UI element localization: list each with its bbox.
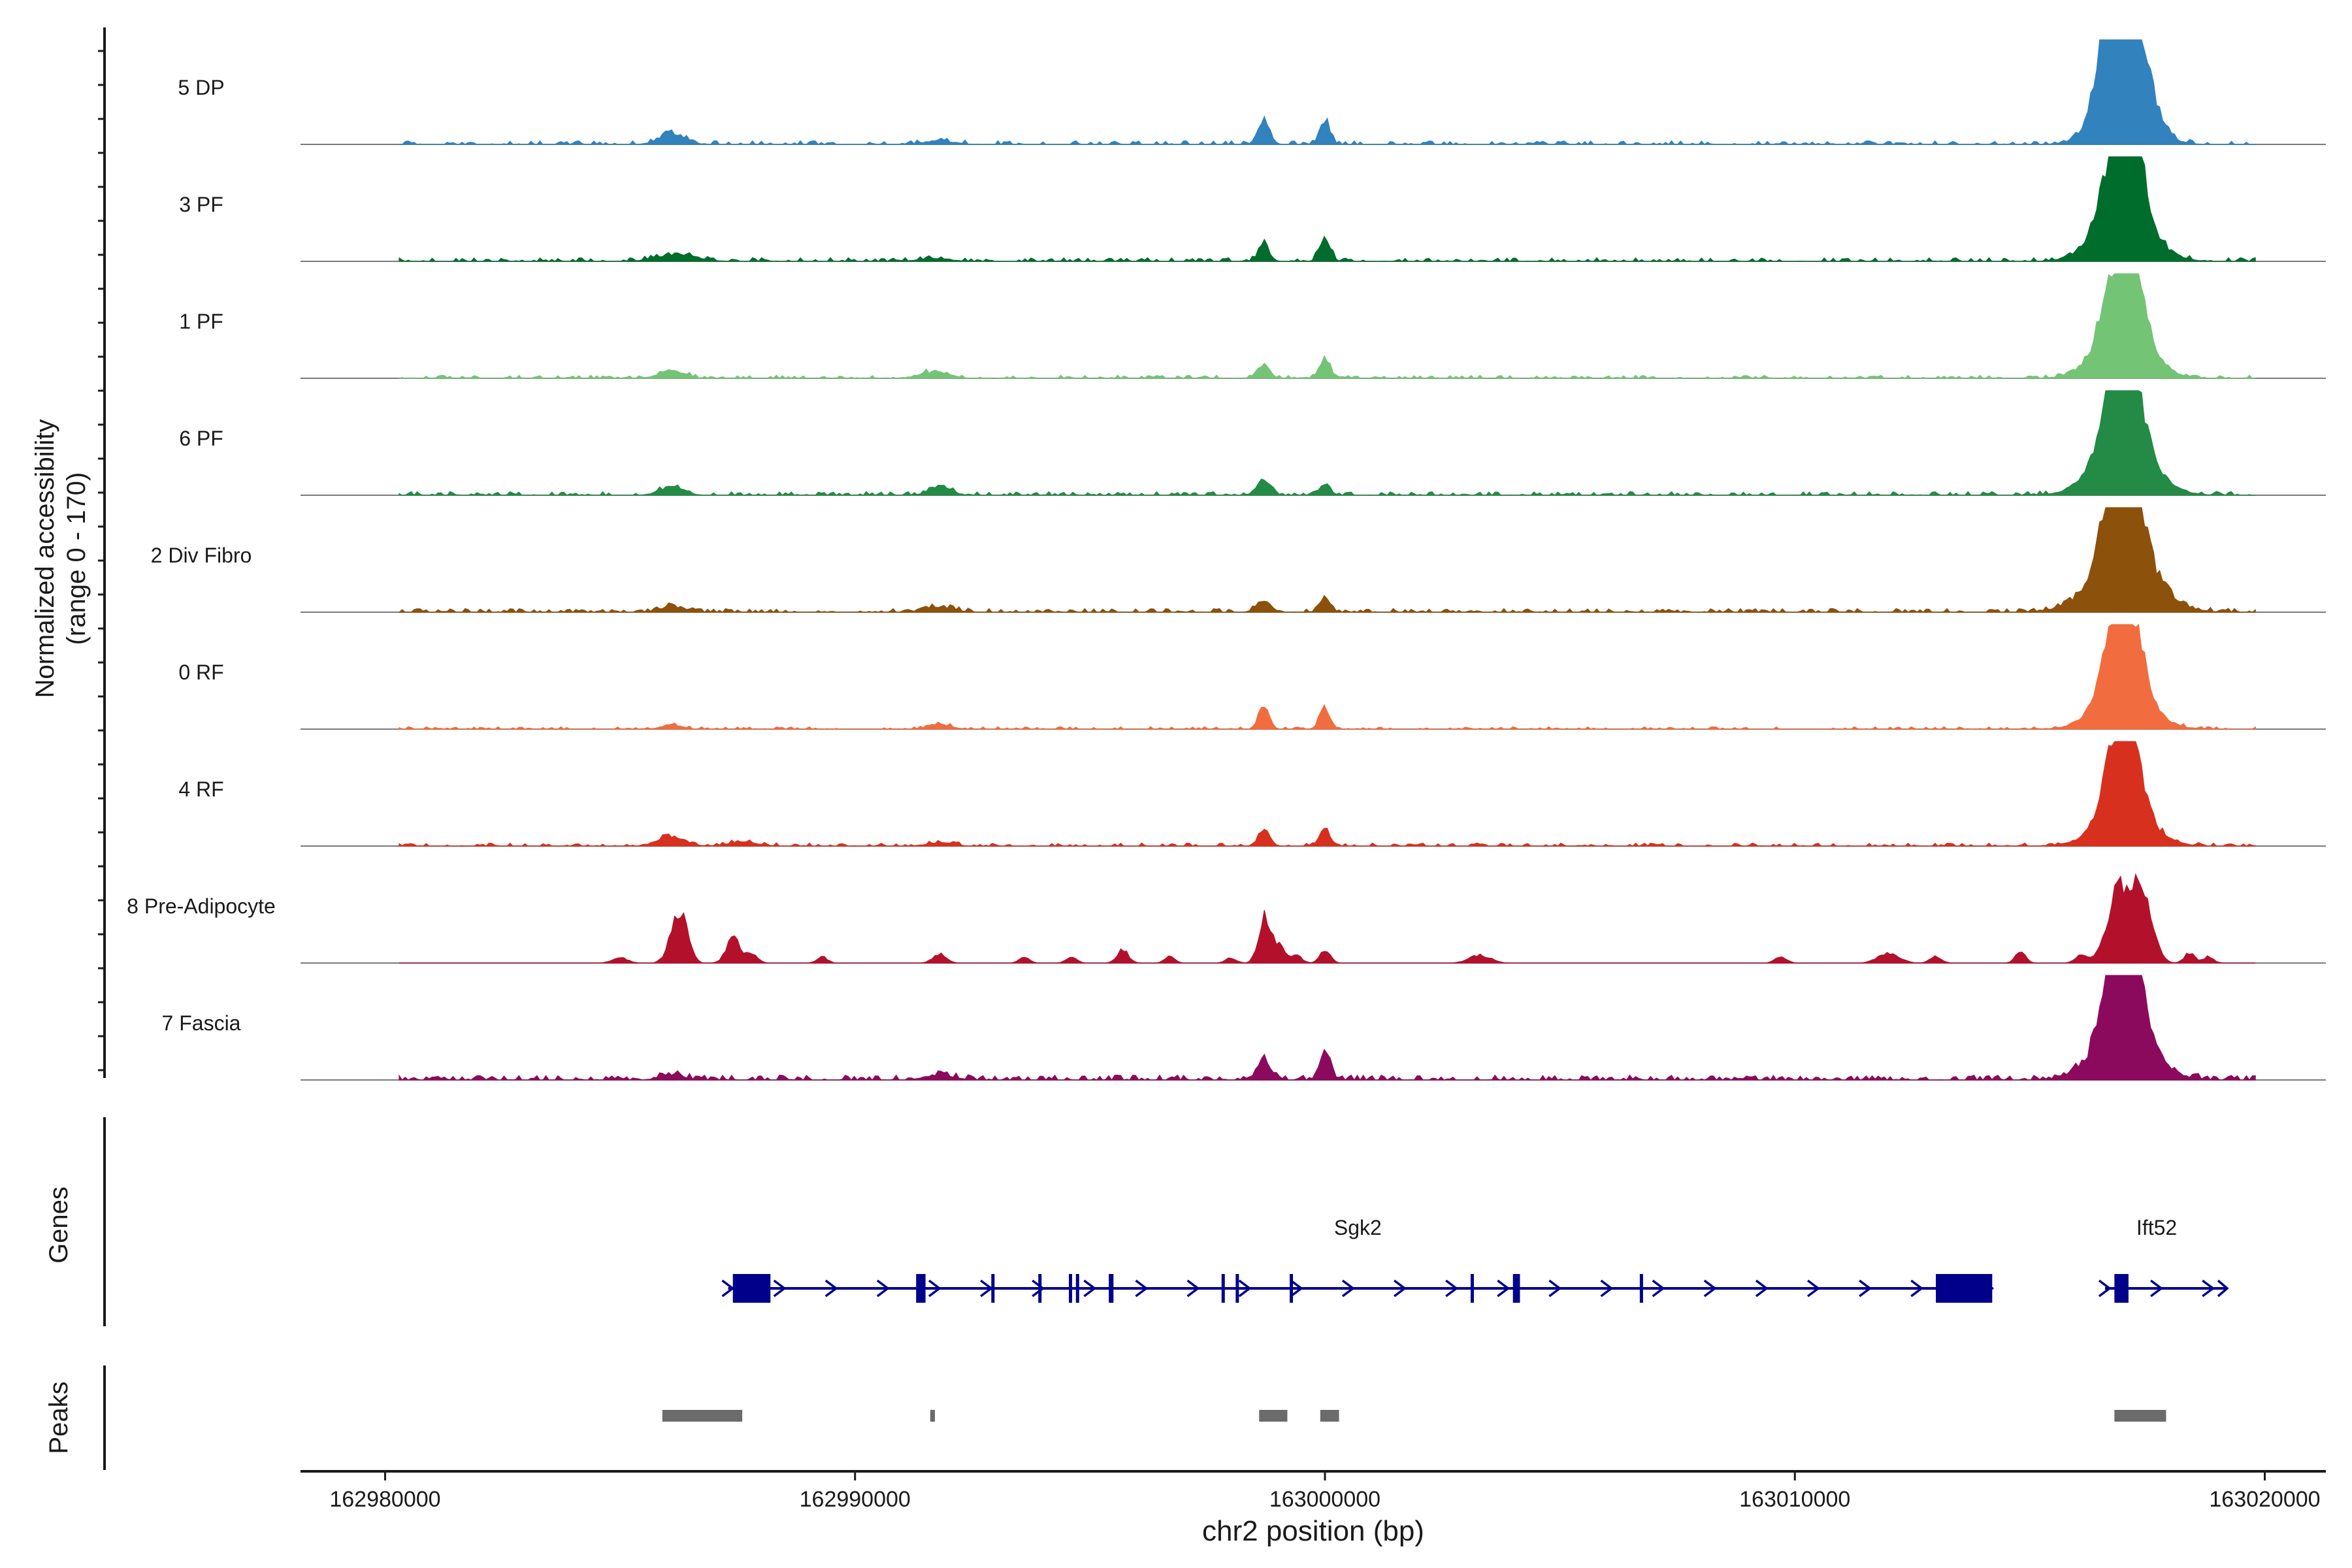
strand-arrow [1652, 1279, 1665, 1298]
strand-arrow [1290, 1279, 1303, 1298]
x-tick-label: 162980000 [329, 1487, 440, 1512]
strand-arrow [825, 1279, 838, 1298]
exon [916, 1274, 926, 1303]
exon [1109, 1274, 1114, 1303]
strand-arrow [2202, 1279, 2215, 1298]
strand-arrow [1186, 1279, 1200, 1298]
strand-arrow [1341, 1279, 1355, 1298]
coverage-area [398, 507, 2256, 613]
coverage-track: 6 PF [179, 390, 2326, 496]
coverage-track: 2 Div Fibro [151, 507, 2326, 613]
strand-arrow [1859, 1279, 1872, 1298]
track-label: 4 RF [178, 777, 223, 801]
peaks-panel: Peaks [44, 1365, 2166, 1470]
strand-arrow [1910, 1279, 1924, 1298]
x-tick-label: 163000000 [1269, 1487, 1380, 1512]
coverage-track: 3 PF [179, 156, 2326, 262]
strand-arrow [2150, 1279, 2163, 1298]
gene-name: Ift52 [2136, 1216, 2177, 1239]
track-label: 8 Pre-Adipocyte [127, 894, 276, 918]
peak-region [930, 1410, 935, 1422]
track-label: 6 PF [179, 427, 223, 450]
exon [1936, 1274, 1993, 1303]
genes-panel: Genes Sgk2 Ift52 [44, 1117, 2229, 1326]
strand-arrow [1083, 1279, 1097, 1298]
coverage-track: 4 RF [178, 741, 2326, 847]
strand-arrow [2217, 1279, 2229, 1298]
strand-arrow [1135, 1279, 1149, 1298]
strand-arrow [1703, 1279, 1717, 1298]
exon [1470, 1274, 1474, 1303]
gene-model: Sgk2 [721, 1216, 1995, 1303]
strand-arrow [980, 1279, 994, 1298]
exon [1512, 1274, 1520, 1303]
gene-name: Sgk2 [1334, 1216, 1382, 1239]
x-tick-label: 163010000 [1739, 1487, 1850, 1512]
exon [1068, 1274, 1072, 1303]
strand-arrow [1755, 1279, 1769, 1298]
peak-region [1320, 1410, 1339, 1422]
exon [732, 1274, 771, 1303]
track-label: 3 PF [179, 193, 223, 216]
strand-arrow [721, 1279, 735, 1298]
coverage-ylabel-line2: (range 0 - 170) [62, 472, 91, 645]
coverage-track: 0 RF [178, 623, 2326, 730]
coverage-area [399, 623, 2256, 730]
exon [1038, 1274, 1042, 1303]
coverage-y-axis: Normalized accessibility (range 0 - 170) [31, 27, 106, 1078]
exon [1290, 1274, 1294, 1303]
exon [2114, 1274, 2129, 1303]
strand-arrow [1806, 1279, 1820, 1298]
coverage-area [399, 156, 2256, 262]
x-axis-label: chr2 position (bp) [1202, 1515, 1424, 1547]
genes-label: Genes [44, 1186, 73, 1264]
coverage-area [399, 741, 2256, 847]
strand-arrow [1497, 1279, 1511, 1298]
coverage-tracks: 5 DP 3 PF 1 PF 6 PF 2 Div Fibro 0 RF 4 RF 8 Pre… [127, 39, 2326, 1081]
strand-arrow [1548, 1279, 1562, 1298]
track-label: 7 Fascia [162, 1011, 241, 1035]
coverage-track: 1 PF [179, 273, 2326, 379]
strand-arrow [773, 1279, 787, 1298]
strand-arrow [1600, 1279, 1614, 1298]
coverage-area [399, 390, 2256, 496]
exon [1075, 1274, 1079, 1303]
coverage-area [399, 873, 2256, 964]
genomic-x-axis: 162980000 162990000 163000000 163010000 1630… [301, 1470, 2326, 1547]
strand-arrow [1394, 1279, 1407, 1298]
x-tick-label: 163020000 [2209, 1487, 2320, 1512]
exon [1235, 1274, 1239, 1303]
peak-region [2114, 1410, 2166, 1422]
strand-arrow [1238, 1279, 1252, 1298]
track-label: 5 DP [178, 76, 224, 99]
peaks-label: Peaks [44, 1381, 73, 1454]
coverage-area [399, 39, 2256, 145]
strand-arrow [2098, 1279, 2112, 1298]
coverage-track: 8 Pre-Adipocyte [127, 873, 2326, 964]
track-label: 2 Div Fibro [151, 544, 252, 567]
strand-arrow [928, 1279, 941, 1298]
coverage-track: 5 DP [178, 39, 2326, 145]
exon [1221, 1274, 1225, 1303]
strand-arrow [1445, 1279, 1459, 1298]
coverage-track: 7 Fascia [162, 975, 2326, 1081]
coverage-area [399, 975, 2256, 1081]
coverage-area [399, 273, 2256, 379]
peak-region [662, 1410, 743, 1422]
strand-arrow [1032, 1279, 1045, 1298]
strand-arrow [876, 1279, 890, 1298]
x-tick-label: 162990000 [800, 1487, 911, 1512]
coverage-ylabel-line1: Normalized accessibility [31, 419, 59, 698]
track-label: 1 PF [179, 310, 223, 333]
exon [1639, 1274, 1643, 1303]
gene-model: Ift52 [2098, 1216, 2229, 1303]
peak-region [1259, 1410, 1288, 1422]
track-label: 0 RF [178, 661, 223, 684]
exon [991, 1274, 995, 1303]
